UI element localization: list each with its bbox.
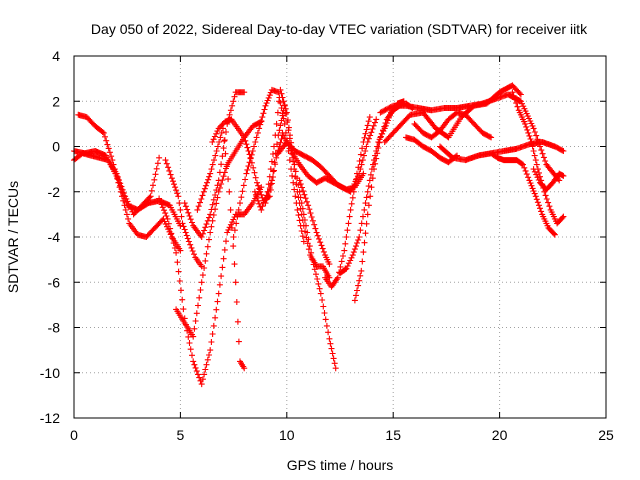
data-points [71, 82, 567, 388]
x-tick-label: 20 [492, 427, 508, 443]
x-tick-label: 0 [70, 427, 78, 443]
y-tick-label: -2 [48, 184, 61, 200]
y-tick-label: 0 [52, 139, 60, 155]
chart-title: Day 050 of 2022, Sidereal Day-to-day VTE… [91, 21, 588, 37]
axis-ticks: 0 5 10 15 20 25 -12 -10 -8 -6 -4 -2 0 2 4 [40, 48, 614, 443]
x-tick-label: 10 [279, 427, 295, 443]
y-tick-label: -8 [48, 320, 61, 336]
grid-lines [74, 56, 606, 418]
x-tick-label: 15 [385, 427, 401, 443]
y-tick-label: -12 [40, 410, 60, 426]
x-axis-label: GPS time / hours [287, 457, 394, 473]
y-tick-label: -4 [48, 229, 61, 245]
y-axis-label: SDTVAR / TECUs [5, 181, 21, 293]
x-tick-label: 25 [598, 427, 614, 443]
y-tick-label: -6 [48, 274, 61, 290]
x-tick-label: 5 [177, 427, 185, 443]
y-tick-label: 4 [52, 48, 60, 64]
y-tick-label: -10 [40, 365, 60, 381]
y-tick-label: 2 [52, 93, 60, 109]
